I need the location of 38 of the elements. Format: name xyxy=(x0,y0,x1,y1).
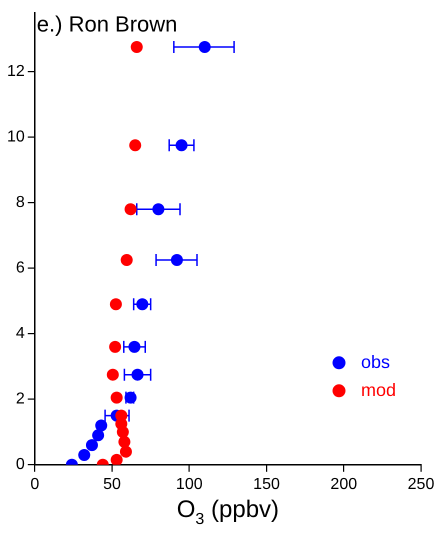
point xyxy=(120,254,133,266)
point xyxy=(106,368,119,381)
point xyxy=(124,203,137,216)
point xyxy=(110,298,122,310)
y-tick-label: 8 xyxy=(16,194,25,212)
point xyxy=(95,419,108,432)
y-tick-label: 2 xyxy=(16,390,25,408)
legend-label: mod xyxy=(361,380,396,400)
point xyxy=(124,392,137,404)
y-tick-label: 0 xyxy=(16,456,25,474)
x-tick-label: 200 xyxy=(330,476,358,493)
point xyxy=(130,41,143,54)
y-tick-label: 12 xyxy=(7,62,25,80)
point xyxy=(170,254,183,266)
x-tick-label: 50 xyxy=(103,476,122,493)
point xyxy=(110,392,123,404)
point xyxy=(128,340,140,353)
point xyxy=(129,139,142,152)
point xyxy=(176,139,188,152)
legend-label: obs xyxy=(361,352,390,372)
x-tick-label: 100 xyxy=(176,476,203,493)
point xyxy=(120,446,132,458)
y-tick-label: 4 xyxy=(16,325,25,342)
point xyxy=(198,41,211,54)
x-tick-label: 150 xyxy=(253,476,280,493)
point xyxy=(92,429,104,442)
point xyxy=(132,368,144,381)
point xyxy=(86,439,98,452)
point xyxy=(118,436,130,448)
point xyxy=(78,448,90,461)
y-tick-label: 10 xyxy=(7,128,25,146)
point xyxy=(152,203,164,216)
x-tick-label: 250 xyxy=(408,476,434,493)
point xyxy=(110,454,123,465)
point xyxy=(109,340,122,353)
y-tick-label: 6 xyxy=(16,260,25,277)
chart-title: e.) Ron Brown xyxy=(36,12,178,37)
x-tick-label: 0 xyxy=(30,476,40,493)
